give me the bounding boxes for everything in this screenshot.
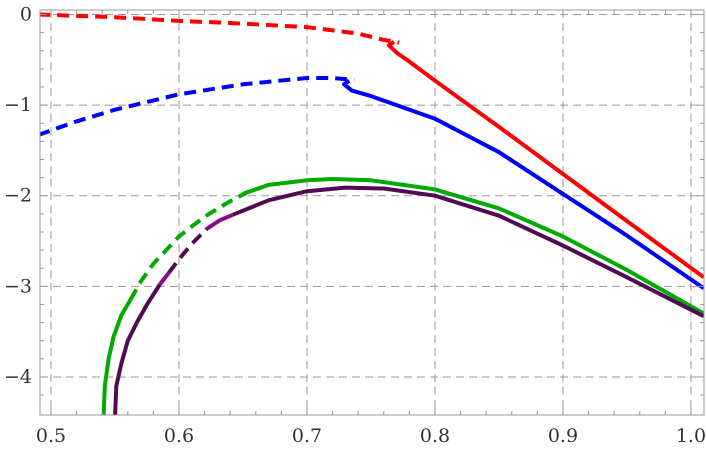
x-tick-labels: 0.5 0.6 0.7 0.8 0.9 1.0: [36, 425, 706, 447]
y-tick-label: −4: [4, 366, 32, 388]
x-tick-label: 0.8: [420, 425, 450, 447]
series-1-dashed-segment: [40, 76, 355, 137]
series-2-dashed-segment: [128, 189, 251, 301]
y-tick-label: −3: [4, 275, 32, 297]
series-0: [40, 12, 704, 279]
series-3-dashed-segment: [167, 226, 209, 274]
x-tick-label: 0.5: [36, 425, 66, 447]
series-0-solid-segment: [386, 40, 704, 279]
series-2: [101, 177, 704, 415]
plot-frame: [39, 9, 705, 416]
series-3-solid-segment: [113, 283, 162, 415]
series-1: [40, 76, 704, 290]
series-1-solid-segment: [342, 79, 704, 290]
x-tick-label: 0.7: [292, 425, 322, 447]
y-tick-label: 0: [20, 4, 32, 26]
y-tick-labels: 0 −1 −2 −3 −4: [4, 4, 32, 388]
series-3: [113, 185, 704, 415]
series-0-dashed-segment: [40, 12, 400, 45]
series-lines: [40, 12, 704, 415]
y-tick-label: −1: [4, 94, 32, 116]
x-tick-label: 1.0: [676, 425, 706, 447]
series-3-solid-segment: [231, 185, 704, 318]
series-2-solid-segment: [242, 177, 704, 316]
series-3-solid-segment: [206, 212, 234, 231]
ticks: [40, 10, 704, 415]
grid: [40, 10, 704, 415]
x-tick-label: 0.9: [548, 425, 578, 447]
y-tick-label: −2: [4, 185, 32, 207]
series-3-solid-segment: [158, 271, 171, 286]
x-tick-label: 0.6: [164, 425, 194, 447]
series-2-solid-segment: [101, 298, 133, 415]
